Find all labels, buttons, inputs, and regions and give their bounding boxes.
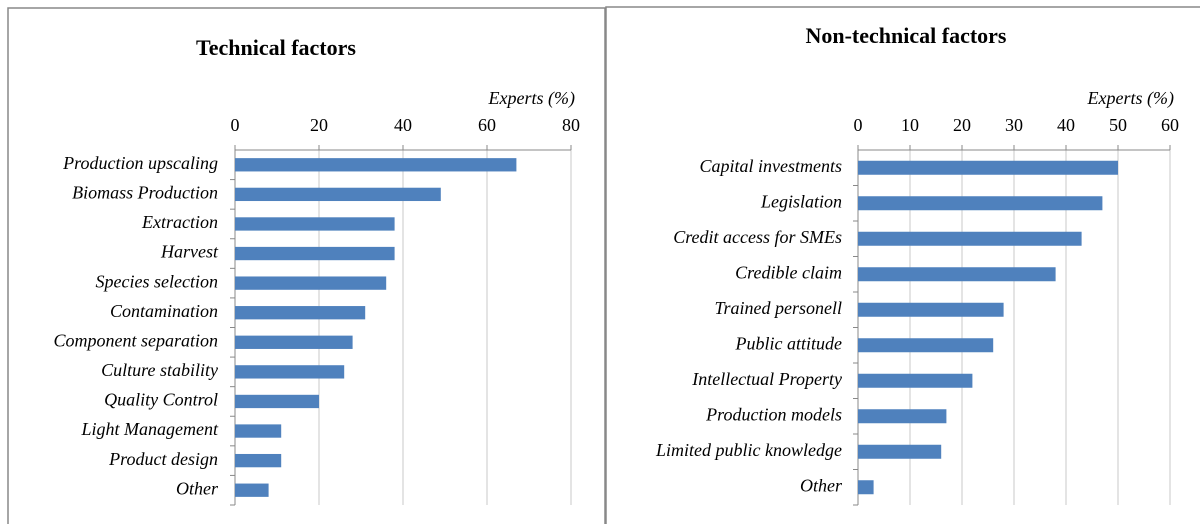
x-tick-label: 50 [1109,115,1127,135]
panel-border [605,6,1200,524]
category-label: Extraction [141,212,218,232]
category-label: Quality Control [104,390,218,410]
bar [235,483,269,497]
bar [235,453,282,468]
category-label: Contamination [110,301,218,321]
category-label: Culture stability [101,360,218,380]
panel-border [7,7,606,524]
category-label: Limited public knowledge [655,440,842,460]
bar [858,338,994,353]
category-label: Component separation [54,330,219,350]
x-tick-label: 0 [854,115,863,135]
bar [235,217,395,231]
category-label: Public attitude [735,333,842,353]
x-tick-label: 10 [901,115,919,135]
category-label: Product design [108,449,218,469]
bar [235,276,387,290]
bar [235,246,395,261]
category-label: Species selection [96,271,218,291]
x-tick-label: 20 [310,115,328,135]
x-tick-label: 30 [1005,115,1023,135]
category-label: Light Management [81,419,219,439]
category-label: Trained personell [714,298,842,318]
category-label: Credit access for SMEs [673,227,842,247]
x-tick-label: 60 [478,115,496,135]
bar [858,409,947,424]
bar [858,302,1004,317]
category-label: Legislation [760,191,842,211]
bar [858,267,1056,282]
bar [858,444,942,459]
category-label: Credible claim [735,262,842,282]
x-tick-label: 0 [231,115,240,135]
category-label: Biomass Production [72,183,218,203]
x-tick-label: 40 [394,115,412,135]
x-tick-label: 80 [562,115,580,135]
x-tick-label: 40 [1057,115,1075,135]
bar [235,424,282,438]
bar [235,365,345,379]
x-axis-label: Experts (%) [1087,88,1174,109]
category-label: Capital investments [700,156,843,176]
bar [235,306,366,320]
category-label: Production models [705,404,842,424]
bar [235,158,517,172]
bar [858,480,874,495]
category-label: Other [800,475,843,495]
category-label: Harvest [160,242,219,262]
bar [858,160,1118,175]
category-label: Intellectual Property [691,369,842,389]
bar [235,335,353,349]
bar [235,187,441,202]
category-label: Other [176,478,219,498]
bar [858,231,1082,246]
bar [235,394,319,409]
bar [858,373,973,388]
x-tick-label: 20 [953,115,971,135]
chart-title: Non-technical factors [805,23,1006,48]
x-axis-label: Experts (%) [488,88,575,109]
bar [858,196,1103,211]
category-label: Production upscaling [62,153,218,173]
chart-title: Technical factors [196,35,356,60]
x-tick-label: 60 [1161,115,1179,135]
